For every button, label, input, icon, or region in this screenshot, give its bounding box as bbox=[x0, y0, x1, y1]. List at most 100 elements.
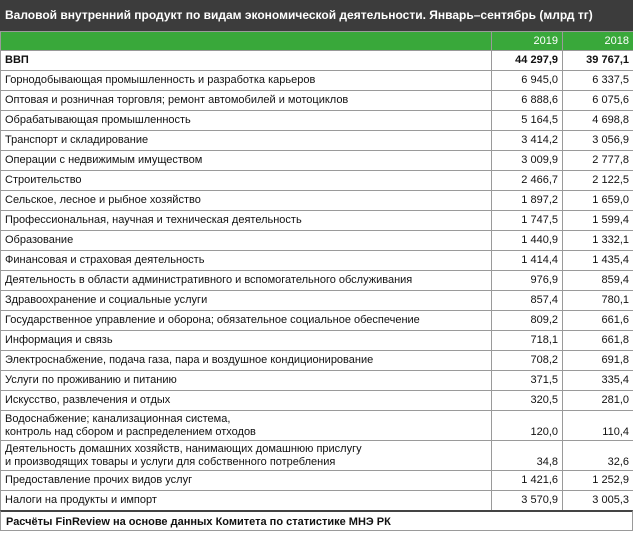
value-2018: 1 599,4 bbox=[562, 210, 633, 231]
header-2019: 2019 bbox=[491, 31, 563, 51]
value-2018: 1 332,1 bbox=[562, 230, 633, 251]
value-2019: 3 009,9 bbox=[491, 150, 563, 171]
header-2018: 2018 bbox=[562, 31, 633, 51]
value-2018: 6 337,5 bbox=[562, 70, 633, 91]
value-2019: 809,2 bbox=[491, 310, 563, 331]
row-label-line: Здравоохранение и социальные услуги bbox=[5, 294, 208, 306]
value-2019: 1 414,4 bbox=[491, 250, 563, 271]
row-label: Здравоохранение и социальные услуги bbox=[0, 290, 492, 311]
table-row: Здравоохранение и социальные услуги 857,4… bbox=[0, 290, 633, 311]
value-2018: 780,1 bbox=[562, 290, 633, 311]
table-row: Профессиональная, научная и техническая … bbox=[0, 210, 633, 231]
value-2018: 2 777,8 bbox=[562, 150, 633, 171]
value-2019: 1 897,2 bbox=[491, 190, 563, 211]
table-row: Оптовая и розничная торговля; ремонт авт… bbox=[0, 90, 633, 111]
value-2018: 32,6 bbox=[562, 440, 633, 471]
value-2018: 1 659,0 bbox=[562, 190, 633, 211]
row-label-line: Водоснабжение; канализационная система, bbox=[5, 412, 231, 425]
row-label-line: Информация и связь bbox=[5, 334, 113, 346]
value-2019: 1 747,5 bbox=[491, 210, 563, 231]
value-2018: 3 005,3 bbox=[562, 490, 633, 511]
value-2019: 5 164,5 bbox=[491, 110, 563, 131]
table-row: Финансовая и страховая деятельность 1 414… bbox=[0, 250, 633, 271]
value-2019: 120,0 bbox=[491, 410, 563, 441]
table-row: Искусство, развлечения и отдых 320,5 281,0 bbox=[0, 390, 633, 411]
value-2018: 281,0 bbox=[562, 390, 633, 411]
table-header-row: 2019 2018 bbox=[0, 31, 633, 51]
table-row: Информация и связь 718,1 661,8 bbox=[0, 330, 633, 351]
source-footer: Расчёты FinReview на основе данных Комит… bbox=[0, 510, 633, 531]
value-2018: 4 698,8 bbox=[562, 110, 633, 131]
row-label-line: Предоставление прочих видов услуг bbox=[5, 474, 193, 486]
row-label: Информация и связь bbox=[0, 330, 492, 351]
row-label-line: Деятельность в области административного… bbox=[5, 274, 413, 286]
row-label-line: Оптовая и розничная торговля; ремонт авт… bbox=[5, 94, 349, 106]
row-label: Налоги на продукты и импорт bbox=[0, 490, 492, 511]
row-label-line: Государственное управление и оборона; об… bbox=[5, 314, 420, 326]
row-label-line: контроль над сбором и распределением отх… bbox=[5, 425, 256, 438]
table-row: Образование 1 440,9 1 332,1 bbox=[0, 230, 633, 251]
value-2019: 1 440,9 bbox=[491, 230, 563, 251]
table-row: Услуги по проживанию и питанию 371,5 335,4 bbox=[0, 370, 633, 391]
table-row: Налоги на продукты и импорт 3 570,9 3 005,… bbox=[0, 490, 633, 511]
value-2019: 320,5 bbox=[491, 390, 563, 411]
table-row: Государственное управление и оборона; об… bbox=[0, 310, 633, 331]
row-label: Образование bbox=[0, 230, 492, 251]
value-2019: 718,1 bbox=[491, 330, 563, 351]
value-2018: 1 252,9 bbox=[562, 470, 633, 491]
row-label-line: Горнодобывающая промышленность и разрабо… bbox=[5, 74, 316, 86]
row-label: Обрабатывающая промышленность bbox=[0, 110, 492, 131]
row-label: Операции с недвижимым имуществом bbox=[0, 150, 492, 171]
row-label: Государственное управление и оборона; об… bbox=[0, 310, 492, 331]
row-label-line: Электроснабжение, подача газа, пара и во… bbox=[5, 354, 374, 366]
table-row: Деятельность в области административного… bbox=[0, 270, 633, 291]
row-label-line: Финансовая и страховая деятельность bbox=[5, 254, 205, 266]
value-2019: 371,5 bbox=[491, 370, 563, 391]
table-row: Строительство 2 466,7 2 122,5 bbox=[0, 170, 633, 191]
row-label: Горнодобывающая промышленность и разрабо… bbox=[0, 70, 492, 91]
row-label: ВВП bbox=[0, 50, 492, 71]
table-row: Сельское, лесное и рыбное хозяйство 1 897… bbox=[0, 190, 633, 211]
row-label: Финансовая и страховая деятельность bbox=[0, 250, 492, 271]
value-2018: 39 767,1 bbox=[562, 50, 633, 71]
value-2018: 661,8 bbox=[562, 330, 633, 351]
row-label-line: Сельское, лесное и рыбное хозяйство bbox=[5, 194, 201, 206]
row-label-line: Искусство, развлечения и отдых bbox=[5, 394, 171, 406]
row-label: Электроснабжение, подача газа, пара и во… bbox=[0, 350, 492, 371]
value-2018: 335,4 bbox=[562, 370, 633, 391]
value-2019: 3 414,2 bbox=[491, 130, 563, 151]
value-2019: 2 466,7 bbox=[491, 170, 563, 191]
row-label-line: Строительство bbox=[5, 174, 82, 186]
row-label: Сельское, лесное и рыбное хозяйство bbox=[0, 190, 492, 211]
value-2018: 6 075,6 bbox=[562, 90, 633, 111]
value-2019: 44 297,9 bbox=[491, 50, 563, 71]
value-2019: 6 945,0 bbox=[491, 70, 563, 91]
table-row: Электроснабжение, подача газа, пара и во… bbox=[0, 350, 633, 371]
row-label: Оптовая и розничная торговля; ремонт авт… bbox=[0, 90, 492, 111]
table-row: Горнодобывающая промышленность и разрабо… bbox=[0, 70, 633, 91]
row-label: Искусство, развлечения и отдых bbox=[0, 390, 492, 411]
row-label: Строительство bbox=[0, 170, 492, 191]
row-label-line: Профессиональная, научная и техническая … bbox=[5, 214, 302, 226]
value-2018: 3 056,9 bbox=[562, 130, 633, 151]
value-2019: 6 888,6 bbox=[491, 90, 563, 111]
row-label-line: и производящих товары и услуги для собст… bbox=[5, 455, 336, 468]
value-2018: 110,4 bbox=[562, 410, 633, 441]
table-row-total: ВВП 44 297,9 39 767,1 bbox=[0, 50, 633, 71]
row-label-line: Образование bbox=[5, 234, 74, 246]
row-label: Услуги по проживанию и питанию bbox=[0, 370, 492, 391]
row-label: Водоснабжение; канализационная система, к… bbox=[0, 410, 492, 441]
gdp-table: 2019 2018 ВВП 44 297,9 39 767,1 Горнодоб… bbox=[0, 31, 633, 511]
row-label: Предоставление прочих видов услуг bbox=[0, 470, 492, 491]
row-label-line: Операции с недвижимым имуществом bbox=[5, 154, 203, 166]
row-label-line: Деятельность домашних хозяйств, нанимающ… bbox=[5, 442, 362, 455]
table-row: Предоставление прочих видов услуг 1 421,6… bbox=[0, 470, 633, 491]
row-label-line: Обрабатывающая промышленность bbox=[5, 114, 191, 126]
row-label: Деятельность домашних хозяйств, нанимающ… bbox=[0, 440, 492, 471]
value-2019: 708,2 bbox=[491, 350, 563, 371]
table-row: Транспорт и складирование 3 414,2 3 056,9 bbox=[0, 130, 633, 151]
value-2018: 1 435,4 bbox=[562, 250, 633, 271]
table-row: Обрабатывающая промышленность 5 164,5 4 69… bbox=[0, 110, 633, 131]
value-2018: 691,8 bbox=[562, 350, 633, 371]
value-2019: 857,4 bbox=[491, 290, 563, 311]
